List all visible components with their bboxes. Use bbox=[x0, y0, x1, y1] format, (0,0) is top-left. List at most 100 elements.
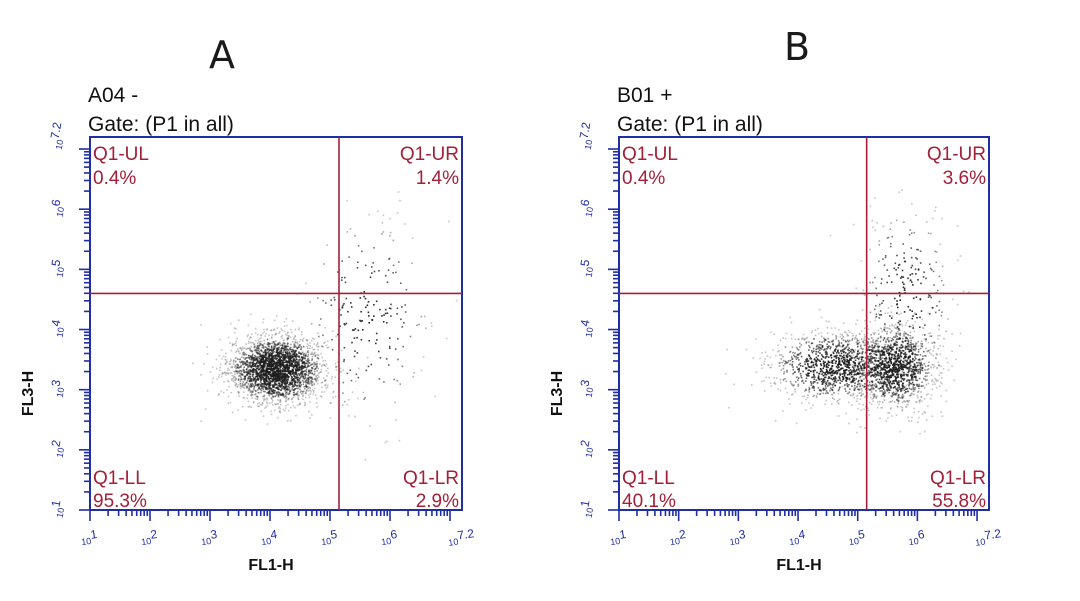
event-point bbox=[819, 393, 822, 395]
event-point bbox=[285, 388, 288, 391]
event-point bbox=[828, 341, 831, 343]
event-point bbox=[247, 376, 250, 378]
event-point bbox=[864, 385, 866, 388]
event-point bbox=[873, 394, 875, 396]
event-point bbox=[284, 355, 286, 357]
event-point bbox=[813, 350, 815, 352]
event-point bbox=[782, 359, 785, 362]
event-point bbox=[872, 387, 874, 389]
event-point bbox=[285, 352, 287, 355]
event-point bbox=[888, 345, 890, 348]
event-point bbox=[324, 365, 327, 367]
event-point bbox=[918, 387, 920, 390]
event-point bbox=[268, 391, 270, 394]
event-point bbox=[837, 392, 840, 395]
event-point bbox=[854, 356, 857, 358]
event-point bbox=[267, 362, 270, 365]
event-point bbox=[275, 349, 278, 352]
event-point bbox=[794, 381, 797, 383]
event-point bbox=[266, 404, 269, 407]
event-point bbox=[251, 385, 254, 388]
event-point bbox=[375, 332, 378, 335]
event-point bbox=[269, 387, 271, 389]
event-point bbox=[904, 337, 907, 340]
event-point bbox=[292, 349, 294, 351]
event-point bbox=[874, 319, 877, 322]
event-point bbox=[877, 346, 879, 349]
event-point bbox=[844, 359, 846, 361]
event-point bbox=[265, 362, 267, 364]
event-point bbox=[305, 385, 307, 387]
event-point bbox=[921, 343, 924, 345]
event-point bbox=[838, 329, 840, 331]
event-point bbox=[900, 359, 902, 362]
event-point bbox=[200, 420, 202, 422]
event-point bbox=[279, 373, 281, 375]
event-point bbox=[835, 345, 837, 347]
event-point bbox=[361, 320, 363, 322]
event-point bbox=[819, 368, 822, 370]
event-point bbox=[934, 377, 936, 380]
event-point bbox=[867, 362, 870, 365]
event-point bbox=[856, 367, 858, 370]
event-point bbox=[752, 357, 754, 359]
event-point bbox=[797, 377, 800, 379]
event-point bbox=[850, 370, 853, 373]
event-point bbox=[831, 370, 834, 373]
event-point bbox=[863, 365, 865, 368]
event-point bbox=[846, 366, 848, 368]
event-point bbox=[782, 410, 784, 412]
event-point bbox=[839, 373, 841, 375]
event-point bbox=[818, 359, 820, 362]
event-point bbox=[242, 363, 244, 366]
event-point bbox=[255, 390, 257, 393]
event-point bbox=[339, 370, 341, 373]
event-point bbox=[900, 350, 902, 352]
event-point bbox=[806, 374, 808, 377]
event-point bbox=[260, 389, 263, 392]
event-point bbox=[827, 337, 829, 340]
event-point bbox=[831, 384, 834, 386]
event-point bbox=[838, 359, 841, 362]
event-point bbox=[249, 347, 252, 350]
event-point bbox=[296, 392, 298, 394]
event-point bbox=[269, 360, 271, 362]
event-point bbox=[844, 369, 847, 371]
event-point bbox=[836, 367, 839, 369]
event-point bbox=[416, 324, 418, 327]
event-point bbox=[887, 339, 890, 342]
event-point bbox=[274, 395, 276, 398]
event-point bbox=[302, 395, 304, 398]
event-point bbox=[946, 361, 949, 364]
event-point bbox=[243, 354, 246, 356]
event-point bbox=[869, 321, 872, 323]
event-point bbox=[902, 361, 905, 363]
event-point bbox=[362, 329, 364, 331]
event-point bbox=[853, 361, 855, 364]
event-point bbox=[239, 361, 241, 363]
event-point bbox=[906, 399, 908, 402]
event-point bbox=[310, 376, 313, 378]
event-point bbox=[889, 384, 891, 386]
event-point bbox=[271, 363, 273, 366]
event-point bbox=[868, 388, 870, 391]
event-point bbox=[874, 394, 876, 397]
event-point bbox=[295, 381, 297, 383]
event-point bbox=[785, 380, 788, 383]
event-point bbox=[253, 389, 255, 391]
event-point bbox=[884, 357, 886, 360]
event-point bbox=[816, 364, 818, 367]
event-point bbox=[930, 353, 933, 356]
event-point bbox=[905, 384, 908, 386]
event-point bbox=[253, 359, 256, 361]
event-point bbox=[297, 328, 300, 331]
event-point bbox=[890, 408, 892, 410]
event-point bbox=[795, 422, 798, 425]
event-point bbox=[418, 323, 420, 326]
event-point bbox=[257, 349, 260, 352]
event-point bbox=[911, 370, 913, 373]
event-point bbox=[257, 391, 260, 394]
event-point bbox=[843, 372, 845, 375]
event-point bbox=[260, 410, 262, 413]
event-point bbox=[236, 363, 239, 366]
